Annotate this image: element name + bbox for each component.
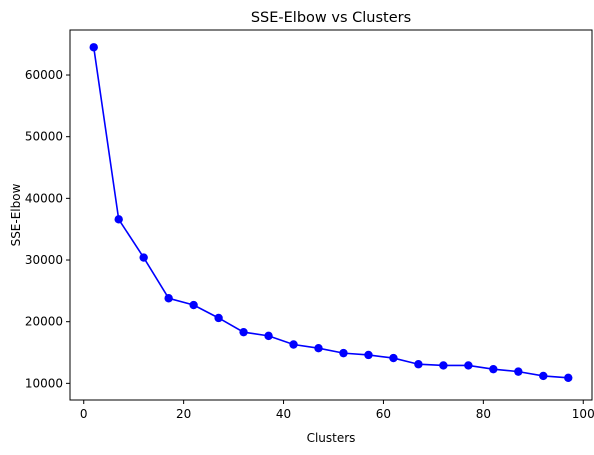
data-point — [139, 253, 148, 262]
y-axis-label: SSE-Elbow — [9, 183, 23, 246]
data-point — [564, 373, 573, 382]
x-tick-label: 100 — [572, 407, 594, 421]
data-point — [164, 294, 173, 303]
data-point — [339, 348, 348, 358]
series-line — [92, 47, 569, 379]
y-tick-label: 10000 — [25, 376, 63, 390]
x-tick-label: 60 — [376, 407, 391, 421]
data-point — [414, 360, 423, 369]
series-layer — [89, 43, 573, 382]
y-tick-label: 50000 — [25, 130, 63, 144]
y-tick-label: 30000 — [25, 253, 63, 267]
data-point — [314, 344, 323, 353]
data-point — [439, 361, 448, 370]
y-tick-label: 20000 — [25, 315, 63, 329]
data-point — [239, 327, 248, 337]
data-point — [539, 371, 548, 381]
data-point — [289, 340, 298, 349]
y-tick-label: 60000 — [25, 68, 63, 82]
plot-area — [69, 29, 593, 401]
x-tick-label: 20 — [176, 407, 191, 421]
data-point — [389, 353, 398, 363]
data-point — [264, 331, 273, 341]
x-tick-label: 80 — [476, 407, 491, 421]
data-point — [464, 361, 473, 370]
data-point — [364, 350, 373, 360]
data-point — [514, 367, 523, 376]
x-tick-label: 40 — [276, 407, 291, 421]
data-point — [489, 364, 498, 374]
data-point — [114, 215, 123, 224]
chart-title: SSE-Elbow vs Clusters — [251, 10, 411, 26]
data-point — [214, 313, 223, 323]
y-tick-label: 40000 — [25, 191, 63, 205]
data-point — [89, 43, 98, 52]
plot-frame — [69, 29, 593, 401]
data-point — [189, 300, 198, 310]
x-tick-label: 0 — [80, 407, 88, 421]
x-axis-label: Clusters — [307, 431, 356, 445]
x-axis: 0 20 40 60 80 100 — [80, 400, 594, 421]
y-axis: 10000 20000 30000 40000 50000 60000 — [25, 68, 70, 390]
